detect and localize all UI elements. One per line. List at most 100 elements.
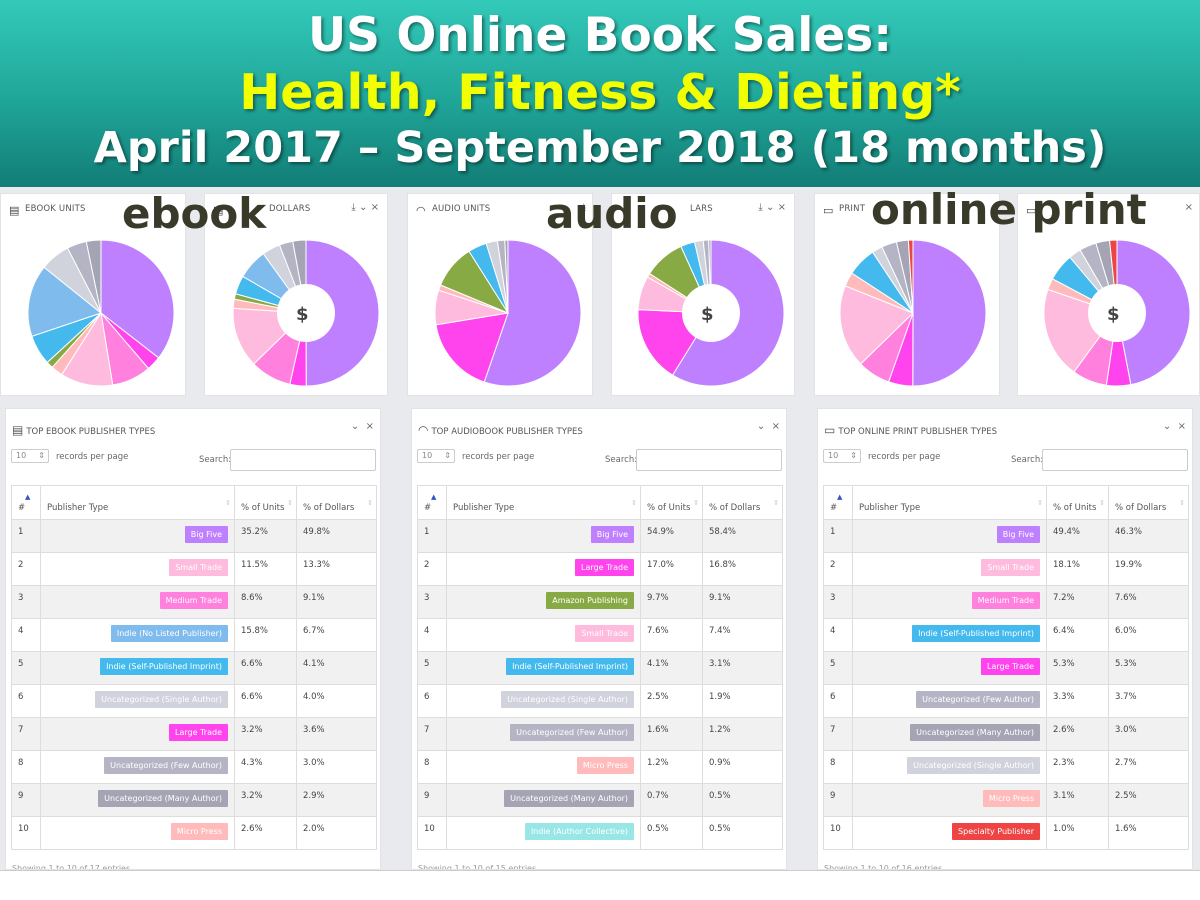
search-input[interactable] <box>1042 449 1188 471</box>
close-icon[interactable]: × <box>771 421 780 432</box>
pie-slice-big-five[interactable] <box>912 239 987 387</box>
records-per-page-select[interactable]: 10 ⇕ <box>417 449 455 463</box>
percent-dollars: 16.8% <box>702 552 783 586</box>
col-header-dollars[interactable]: % of Dollars ⇕ <box>296 485 377 520</box>
sort-asc-icon: ▲ <box>25 493 31 501</box>
row-number: 3 <box>417 585 447 619</box>
table-row[interactable]: 3 Medium Trade 7.2% 7.6% <box>823 585 1189 619</box>
download-icon[interactable]: ⤓ <box>758 202 763 213</box>
table-row[interactable]: 5 Indie (Self-Published Imprint) 6.6% 4.1% <box>11 651 377 685</box>
table-row[interactable]: 7 Uncategorized (Few Author) 1.6% 1.2% <box>417 717 783 751</box>
col-header-type[interactable]: Publisher Type ⇕ <box>40 485 235 520</box>
publisher-type-badge: Specialty Publisher <box>952 823 1040 840</box>
table-row[interactable]: 9 Uncategorized (Many Author) 3.2% 2.9% <box>11 783 377 817</box>
close-icon[interactable]: × <box>370 202 379 213</box>
publisher-type-badge: Small Trade <box>981 559 1040 576</box>
card-controls[interactable]: ⤓ ⌄ × <box>758 202 786 213</box>
table-row[interactable]: 5 Indie (Self-Published Imprint) 4.1% 3.1% <box>417 651 783 685</box>
col-header-num[interactable]: ▲ # <box>11 485 41 520</box>
publisher-type-badge: Uncategorized (Few Author) <box>916 691 1040 708</box>
chevron-down-icon[interactable]: ⌄ <box>766 202 775 213</box>
col-header-dollars[interactable]: % of Dollars ⇕ <box>1108 485 1189 520</box>
col-header-num[interactable]: ▲ # <box>823 485 853 520</box>
records-per-page-select[interactable]: 10 ⇕ <box>823 449 861 463</box>
table-row[interactable]: 10 Micro Press 2.6% 2.0% <box>11 816 377 850</box>
table-row[interactable]: 3 Medium Trade 8.6% 9.1% <box>11 585 377 619</box>
chevron-down-icon[interactable]: ⌄ <box>756 421 766 432</box>
pie-slice-big-five[interactable] <box>100 239 175 359</box>
search-input[interactable] <box>636 449 782 471</box>
table-row[interactable]: 5 Large Trade 5.3% 5.3% <box>823 651 1189 685</box>
close-icon[interactable]: × <box>1177 421 1186 432</box>
table-row[interactable]: 1 Big Five 54.9% 58.4% <box>417 519 783 553</box>
pie-slice-small-trade[interactable] <box>839 285 914 365</box>
dollar-icon: $ <box>1107 304 1120 325</box>
download-icon[interactable]: ⤓ <box>581 202 586 213</box>
percent-units: 0.5% <box>640 816 703 850</box>
pie-slice-specialty-publisher[interactable] <box>907 239 914 314</box>
table-row[interactable]: 10 Indie (Author Collective) 0.5% 0.5% <box>417 816 783 850</box>
close-icon[interactable]: × <box>365 421 374 432</box>
card-controls[interactable]: × <box>1185 202 1193 213</box>
table-row[interactable]: 9 Micro Press 3.1% 2.5% <box>823 783 1189 817</box>
pie-slice-big-five[interactable] <box>305 239 380 387</box>
chevron-down-icon[interactable]: ⌄ <box>350 421 360 432</box>
table-row[interactable]: 1 Big Five 35.2% 49.8% <box>11 519 377 553</box>
chevron-down-icon[interactable]: ⌄ <box>359 202 368 213</box>
col-header-units[interactable]: % of Units ⇕ <box>640 485 703 520</box>
col-header-units[interactable]: % of Units ⇕ <box>1046 485 1109 520</box>
ebook-icon: ▤ <box>9 204 20 217</box>
percent-dollars: 6.0% <box>1108 618 1189 652</box>
table-row[interactable]: 6 Uncategorized (Few Author) 3.3% 3.7% <box>823 684 1189 718</box>
row-number: 1 <box>417 519 447 553</box>
chevron-down-icon[interactable]: ⌄ <box>1162 421 1172 432</box>
table-row[interactable]: 10 Specialty Publisher 1.0% 1.6% <box>823 816 1189 850</box>
table-row[interactable]: 4 Indie (No Listed Publisher) 15.8% 6.7% <box>11 618 377 652</box>
row-number: 6 <box>11 684 41 718</box>
table-row[interactable]: 8 Uncategorized (Few Author) 4.3% 3.0% <box>11 750 377 784</box>
close-icon[interactable]: × <box>1184 202 1193 213</box>
table-row[interactable]: 2 Small Trade 18.1% 19.9% <box>823 552 1189 586</box>
col-header-num[interactable]: ▲ # <box>417 485 447 520</box>
download-icon[interactable]: ⤓ <box>351 202 356 213</box>
table-row[interactable]: 7 Large Trade 3.2% 3.6% <box>11 717 377 751</box>
table-row[interactable]: 1 Big Five 49.4% 46.3% <box>823 519 1189 553</box>
pie-slice-big-five[interactable] <box>1116 239 1191 386</box>
card-controls[interactable]: ⤓ ⌄ × <box>351 202 379 213</box>
card-title: AUDIO UNITS <box>432 204 491 214</box>
table-controls[interactable]: ⌄ × <box>757 421 780 432</box>
table-row[interactable]: 4 Small Trade 7.6% 7.4% <box>417 618 783 652</box>
table-row[interactable]: 6 Uncategorized (Single Author) 6.6% 4.0% <box>11 684 377 718</box>
table-row[interactable]: 7 Uncategorized (Many Author) 2.6% 3.0% <box>823 717 1189 751</box>
percent-dollars: 9.1% <box>296 585 377 619</box>
table-row[interactable]: 8 Micro Press 1.2% 0.9% <box>417 750 783 784</box>
card-controls[interactable]: ⤓ <box>582 202 586 213</box>
table-controls[interactable]: ⌄ × <box>1163 421 1186 432</box>
col-header-type[interactable]: Publisher Type ⇕ <box>852 485 1047 520</box>
table-row[interactable]: 6 Uncategorized (Single Author) 2.5% 1.9% <box>417 684 783 718</box>
table-row[interactable]: 2 Small Trade 11.5% 13.3% <box>11 552 377 586</box>
col-header-type[interactable]: Publisher Type ⇕ <box>446 485 641 520</box>
book-icon: ▭ <box>1026 204 1037 217</box>
pie-slice-uncategorized-many-author[interactable] <box>504 239 509 314</box>
table-row[interactable]: 4 Indie (Self-Published Imprint) 6.4% 6.0% <box>823 618 1189 652</box>
ebook-dollars-card: ▤ DOLLARS ⤓ ⌄ × $ <box>204 193 388 396</box>
table-controls[interactable]: ⌄ × <box>351 421 374 432</box>
table-row[interactable]: 9 Uncategorized (Many Author) 0.7% 0.5% <box>417 783 783 817</box>
col-header-units[interactable]: % of Units ⇕ <box>234 485 297 520</box>
percent-dollars: 7.6% <box>1108 585 1189 619</box>
table-title: ▤ TOP EBOOK PUBLISHER TYPES <box>12 423 155 437</box>
pie-slice-large-trade[interactable] <box>435 312 509 383</box>
col-header-dollars[interactable]: % of Dollars ⇕ <box>702 485 783 520</box>
sort-icon: ⇕ <box>693 499 699 507</box>
publisher-type-badge: Large Trade <box>169 724 228 741</box>
pie-slice-indie-no-listed-publisher[interactable] <box>27 266 103 337</box>
pie-slice-uncategorized-many-author[interactable] <box>85 239 102 314</box>
search-input[interactable] <box>230 449 376 471</box>
close-icon[interactable]: × <box>777 202 786 213</box>
table-row[interactable]: 2 Large Trade 17.0% 16.8% <box>417 552 783 586</box>
publisher-type-badge: Small Trade <box>169 559 228 576</box>
table-row[interactable]: 8 Uncategorized (Single Author) 2.3% 2.7% <box>823 750 1189 784</box>
records-per-page-select[interactable]: 10 ⇕ <box>11 449 49 463</box>
table-row[interactable]: 3 Amazon Publishing 9.7% 9.1% <box>417 585 783 619</box>
